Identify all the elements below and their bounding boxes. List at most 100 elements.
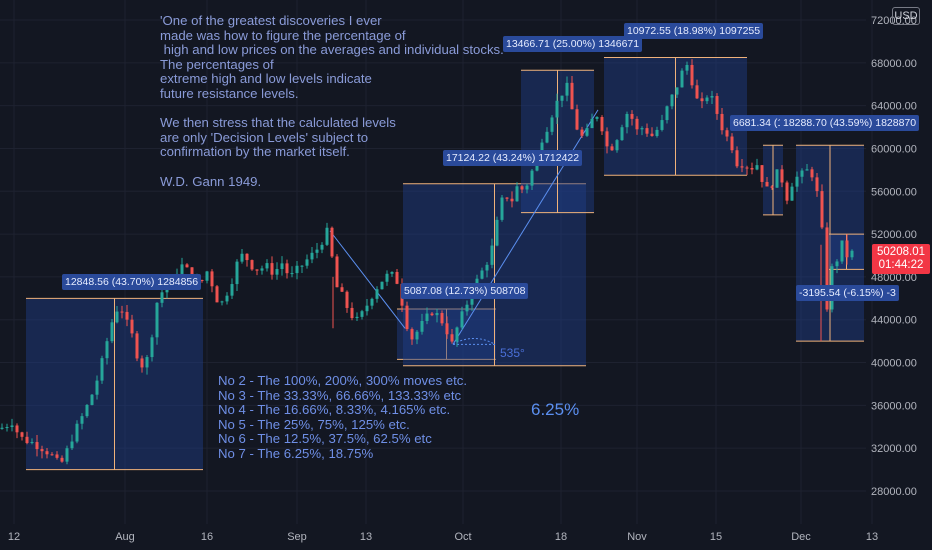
candle-body xyxy=(790,186,794,201)
candle-body xyxy=(395,271,399,284)
candle-body xyxy=(580,129,584,136)
y-tick-label: 52000.00 xyxy=(871,229,917,241)
candle-body xyxy=(470,294,474,305)
candle-body xyxy=(645,128,649,134)
candle-body xyxy=(200,280,204,282)
candle-body xyxy=(10,425,14,428)
fib-label: 6.25% xyxy=(531,400,580,419)
currency-badge[interactable]: USD xyxy=(892,7,920,25)
candle-body xyxy=(420,320,424,332)
candle-body xyxy=(690,64,694,86)
price-axis[interactable]: 72000.0068000.0064000.0060000.0056000.00… xyxy=(871,15,917,498)
candle-body xyxy=(560,95,564,101)
candle-body xyxy=(225,295,229,302)
candle-body xyxy=(620,127,624,141)
candle-body xyxy=(165,288,169,293)
candle-body xyxy=(625,113,629,128)
candle-body xyxy=(230,284,234,296)
candle-body xyxy=(670,94,674,107)
measure-label: -3195.54 (-6.15%) -3 xyxy=(796,285,899,302)
x-tick-label: Sep xyxy=(287,531,307,543)
candle-body xyxy=(780,169,784,183)
candle-body xyxy=(825,227,829,310)
candle-body xyxy=(315,249,319,253)
measure-label: 12848.56 (43.70%) 1284856 xyxy=(62,274,202,291)
candle-body xyxy=(640,128,644,130)
trend-lines xyxy=(329,109,599,345)
time-axis[interactable]: 12 Aug 16 Sep 13 Oct 18 Nov 15 Dec 13 xyxy=(8,531,878,543)
candle-body xyxy=(815,177,819,192)
candle-body xyxy=(345,291,349,308)
candle-body xyxy=(240,253,244,262)
measure-label: 18288.70 (43.59%) 1828870 xyxy=(780,115,920,132)
candle-body xyxy=(845,240,849,258)
note-line: No 5 - The 25%, 75%, 125% etc. xyxy=(218,416,410,432)
candle-body xyxy=(405,305,409,330)
candle-body xyxy=(695,85,699,99)
x-tick-label: 13 xyxy=(360,531,372,543)
gann-quote: 'One of the greatest discoveries I ever m… xyxy=(160,13,504,189)
candle-body xyxy=(305,259,309,266)
candle-body xyxy=(145,357,149,368)
x-tick-label: 15 xyxy=(710,531,722,543)
y-tick-label: 44000.00 xyxy=(871,315,917,327)
y-tick-label: 68000.00 xyxy=(871,58,917,70)
candle-body xyxy=(800,170,804,177)
candle-body xyxy=(160,292,164,303)
candle-body xyxy=(730,136,734,151)
quote-line: The percentages of xyxy=(160,56,274,72)
candle-body xyxy=(295,265,299,274)
candle-body xyxy=(210,271,214,287)
quote-line: extreme high and low levels indicate xyxy=(160,71,372,87)
candle-body xyxy=(355,316,359,319)
y-tick-label: 60000.00 xyxy=(871,143,917,155)
candle-body xyxy=(495,219,499,246)
candle-body xyxy=(130,319,134,334)
candle-body xyxy=(810,169,814,178)
candle-body xyxy=(510,198,514,202)
candle-body xyxy=(205,271,209,281)
quote-line: made was how to figure the percentage of xyxy=(160,27,406,43)
candle-body xyxy=(500,197,504,220)
candle-body xyxy=(485,264,489,271)
candle-body xyxy=(265,263,269,269)
note-line: No 6 - The 12.5%, 37.5%, 62.5% etc xyxy=(218,431,432,447)
candle-body xyxy=(450,334,454,342)
candle-body xyxy=(40,449,44,452)
x-tick-label: 18 xyxy=(555,531,567,543)
candle-body xyxy=(260,268,264,271)
measure-label: 10972.55 (18.98%) 1097255 xyxy=(624,23,764,40)
candle-body xyxy=(30,442,34,444)
grid-lines xyxy=(0,0,873,524)
candle-body xyxy=(135,333,139,359)
candle-body xyxy=(795,176,799,187)
candle-body xyxy=(220,301,224,303)
quote-line: high and low prices on the averages and … xyxy=(160,42,504,58)
candle-body xyxy=(540,142,544,156)
last-price: 50208.01 xyxy=(877,246,925,258)
candle-body xyxy=(850,250,854,258)
y-tick-label: 32000.00 xyxy=(871,443,917,455)
candle-body xyxy=(770,186,774,188)
quote-line: confirmation by the market itself. xyxy=(160,144,350,160)
candle-body xyxy=(585,128,589,136)
candle-body xyxy=(255,269,259,271)
candle-body xyxy=(740,166,744,168)
gann-notes: No 2 - The 100%, 200%, 300% moves etc. No… xyxy=(218,373,467,462)
candle-body xyxy=(285,263,289,274)
candle-body xyxy=(115,311,119,323)
candle-body xyxy=(590,118,594,129)
candle-body xyxy=(250,260,254,270)
candle-body xyxy=(610,146,614,151)
candle-body xyxy=(5,427,9,429)
candle-body xyxy=(520,186,524,190)
note-line: No 3 - The 33.33%, 66.66%, 133.33% etc xyxy=(218,387,462,403)
candle-body xyxy=(430,313,434,316)
candle-body xyxy=(380,281,384,290)
candle-body xyxy=(80,416,84,424)
candle-body xyxy=(680,70,684,88)
candle-body xyxy=(25,436,29,444)
note-line: No 4 - The 16.66%, 8.33%, 4.165% etc. xyxy=(218,402,451,418)
last-price-badge: 50208.01 01:44:22 xyxy=(872,244,930,274)
